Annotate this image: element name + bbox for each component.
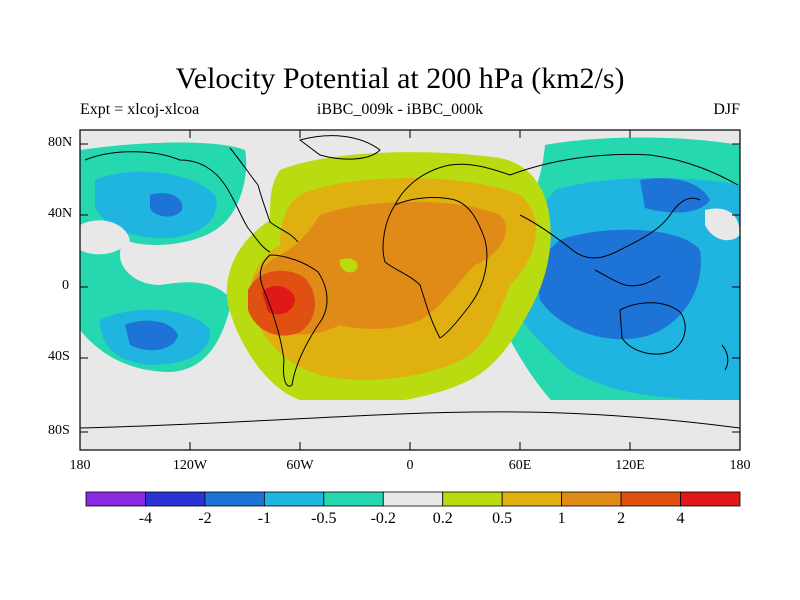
y-tick-label: 0 (62, 278, 69, 293)
colorbar-label: 0.2 (432, 510, 453, 527)
x-tick-label: 60E (508, 458, 532, 473)
colorbar-swatch (680, 491, 741, 507)
antarctica-coast (80, 411, 740, 429)
x-axis-ticks (79, 130, 741, 450)
y-tick-label: 80N (48, 135, 73, 150)
australia-coast (619, 302, 686, 355)
colorbar-label: -1 (257, 510, 272, 527)
x-tick-label: 180 (69, 458, 91, 473)
atlantic-inner-lime (339, 258, 358, 273)
colorbar-label: -0.2 (370, 510, 396, 527)
colorbar (85, 491, 741, 507)
asia-north-coast (509, 153, 739, 186)
europe-coast (394, 163, 511, 206)
africa-coast (382, 197, 488, 339)
colorbar-label: 4 (676, 510, 685, 527)
new-zealand-coast (721, 344, 729, 371)
colorbar-label: -4 (138, 510, 153, 527)
colorbar-label: -0.5 (311, 510, 337, 527)
dateline-neutral-patch (705, 208, 740, 241)
indonesia-coast (594, 269, 661, 287)
south-pacific-core (125, 320, 178, 351)
colorbar-swatch (204, 491, 265, 507)
pacific-low-core (150, 193, 183, 217)
south-america-coast (259, 254, 328, 387)
y-tick-label: 40S (48, 349, 70, 364)
x-tick-label: 120W (172, 458, 208, 473)
colorbar-swatch (620, 491, 681, 507)
y-axis-ticks (80, 143, 740, 433)
colorbar-swatch (263, 491, 325, 507)
greenland-coast (298, 135, 381, 160)
colorbar-swatch (85, 491, 146, 507)
colorbar-label: 1 (557, 510, 566, 527)
coastlines (80, 135, 740, 429)
colorbar-label: 0.5 (492, 510, 513, 527)
run-difference-label: iBBC_009k - iBBC_000k (316, 101, 484, 118)
chart-title: Velocity Potential at 200 hPa (km2/s) (175, 62, 625, 95)
colorbar-swatch (501, 491, 563, 507)
antarctic-neutral (80, 400, 740, 450)
y-tick-label: 80S (48, 423, 70, 438)
north-america-east-coast (229, 147, 299, 243)
x-tick-label: 120E (615, 458, 645, 473)
y-tick-label: 40N (48, 206, 73, 221)
contour-field (80, 130, 740, 450)
maritime-continent-core (538, 229, 701, 340)
x-tick-label: 60W (286, 458, 314, 473)
colorbar-swatch (323, 491, 384, 507)
colorbar-label: 2 (617, 510, 626, 527)
colorbar-swatch (382, 491, 444, 507)
x-tick-label: 0 (406, 458, 414, 473)
season-label: DJF (713, 101, 740, 118)
experiment-label: Expt = xlcoj-xlcoa (80, 101, 200, 118)
x-tick-label: 180 (729, 458, 751, 473)
colorbar-swatch (442, 491, 503, 507)
colorbar-swatch (145, 491, 206, 507)
north-america-coast (84, 151, 271, 253)
pacific-neutral-patch (80, 220, 130, 255)
colorbar-swatch (561, 491, 622, 507)
colorbar-label: -2 (198, 510, 212, 527)
asia-south-coast (519, 197, 701, 259)
east-asia-core (640, 178, 710, 213)
